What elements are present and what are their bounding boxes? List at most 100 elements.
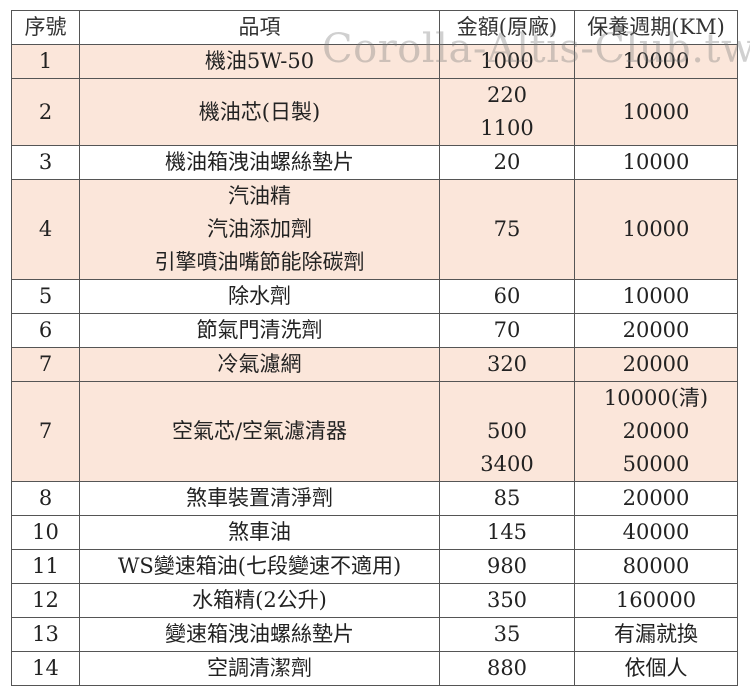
cell-cycle-line: 20000 [622,419,690,443]
cell-cycle-line: 20000 [622,486,690,510]
cell-cycle: 20000 [574,313,738,348]
cell-item-line: 汽油添加劑 [207,217,312,241]
cell-item: 除水劑 [79,279,440,314]
cell-price: 1000 [439,44,575,79]
cell-price-line: 35 [493,622,521,646]
cell-cycle-line: 有漏就換 [614,622,698,646]
header-price: 金額(原廠) [439,10,575,45]
cell-item: 機油箱洩油螺絲墊片 [79,145,440,180]
maintenance-table: 序號 品項 金額(原廠) 保養週期(KM) 1 機油5W-50 1000 10000 2… [11,10,738,686]
cell-no: 5 [11,279,80,314]
cell-price: 20 [439,145,575,180]
cell-cycle: 10000 [574,145,738,180]
cell-cycle-line: 50000 [622,452,690,476]
cell-cycle: 10000 [574,78,738,146]
cell-no: 12 [11,583,80,618]
cell-item: 機油芯(日製) [79,78,440,146]
table-row: 7 空氣芯/空氣濾清器 500 3400 10000(清) 20000 50000 [11,381,738,482]
cell-cycle: 有漏就換 [574,617,738,652]
cell-price: 60 [439,279,575,314]
cell-item-line: 煞車油 [228,520,291,544]
cell-cycle-line: 160000 [615,588,697,612]
cell-item-line: 空調清潔劑 [207,656,312,680]
cell-price-line: 220 [486,83,528,107]
cell-price: 880 [439,651,575,686]
cell-price-line: 1100 [480,116,534,140]
table-row: 14 空調清潔劑 880 依個人 [11,651,738,686]
cell-item: 汽油精 汽油添加劑 引擎噴油嘴節能除碳劑 [79,179,440,280]
cell-cycle: 依個人 [574,651,738,686]
cell-cycle-line: 10000 [622,284,690,308]
cell-price-line: 350 [486,588,528,612]
cell-cycle-line: 10000(清) [603,386,709,410]
cell-price: 70 [439,313,575,348]
cell-cycle-line: 20000 [622,318,690,342]
table-body: 1 機油5W-50 1000 10000 2 機油芯(日製) 220 1100 10000 3 機油… [11,44,738,686]
cell-item-line: 機油箱洩油螺絲墊片 [165,150,354,174]
cell-item: 冷氣濾網 [79,347,440,382]
cell-no: 7 [11,381,80,482]
cell-price: 35 [439,617,575,652]
table-row: 3 機油箱洩油螺絲墊片 20 10000 [11,145,738,180]
table-row: 12 水箱精(2公升) 350 160000 [11,583,738,618]
cell-no: 4 [11,179,80,280]
cell-item-line: 機油5W-50 [204,49,315,73]
cell-item-line: 除水劑 [228,284,291,308]
cell-price: 145 [439,515,575,550]
cell-price: 980 [439,549,575,584]
table-row: 11 WS變速箱油(七段變速不適用) 980 80000 [11,549,738,584]
cell-item-line: 空氣芯/空氣濾清器 [171,419,348,443]
cell-price-line: 75 [493,217,521,241]
cell-item: 水箱精(2公升) [79,583,440,618]
cell-price-line: 880 [486,656,528,680]
cell-item-line: 水箱精(2公升) [192,588,327,612]
cell-no: 2 [11,78,80,146]
table-row: 8 煞車裝置清淨劑 85 20000 [11,481,738,516]
cell-price-line: 320 [486,352,528,376]
cell-price: 500 3400 [439,381,575,482]
cell-cycle-line: 40000 [622,520,690,544]
cell-price-line: 85 [493,486,521,510]
cell-price: 85 [439,481,575,516]
cell-item: 空氣芯/空氣濾清器 [79,381,440,482]
cell-item: 空調清潔劑 [79,651,440,686]
table-row: 10 煞車油 145 40000 [11,515,738,550]
cell-price-line: 145 [486,520,528,544]
header-no: 序號 [11,10,80,45]
cell-item: 節氣門清洗劑 [79,313,440,348]
cell-cycle: 10000 [574,279,738,314]
cell-no: 14 [11,651,80,686]
cell-price-line [440,382,574,415]
table-row: 4 汽油精 汽油添加劑 引擎噴油嘴節能除碳劑 75 10000 [11,179,738,280]
cell-price-line: 70 [493,318,521,342]
cell-cycle: 20000 [574,347,738,382]
cell-item-line: 機油芯(日製) [198,99,321,124]
cell-cycle: 20000 [574,481,738,516]
cell-item: WS變速箱油(七段變速不適用) [79,549,440,584]
cell-cycle-line: 20000 [622,352,690,376]
header-item: 品項 [79,10,440,45]
cell-price-line: 20 [493,150,521,174]
cell-no: 8 [11,481,80,516]
cell-no: 3 [11,145,80,180]
cell-price-line: 1000 [480,49,534,73]
header-cycle: 保養週期(KM) [574,10,738,45]
cell-cycle-line: 10000 [622,217,690,241]
cell-item: 機油5W-50 [79,44,440,79]
cell-no: 1 [11,44,80,79]
table-row: 2 機油芯(日製) 220 1100 10000 [11,78,738,146]
table-row: 6 節氣門清洗劑 70 20000 [11,313,738,348]
cell-no: 13 [11,617,80,652]
cell-price-line: 3400 [480,452,534,476]
cell-item: 煞車裝置清淨劑 [79,481,440,516]
cell-item-line: 煞車裝置清淨劑 [186,486,333,510]
cell-item-line: 引擎噴油嘴節能除碳劑 [154,250,365,274]
cell-item-line: 變速箱洩油螺絲墊片 [165,622,354,646]
cell-price: 350 [439,583,575,618]
table-row: 7 冷氣濾網 320 20000 [11,347,738,382]
cell-no: 10 [11,515,80,550]
cell-cycle: 10000 [574,44,738,79]
cell-item-line: WS變速箱油(七段變速不適用) [117,554,402,578]
cell-cycle-line: 依個人 [624,656,688,680]
cell-no: 11 [11,549,80,584]
